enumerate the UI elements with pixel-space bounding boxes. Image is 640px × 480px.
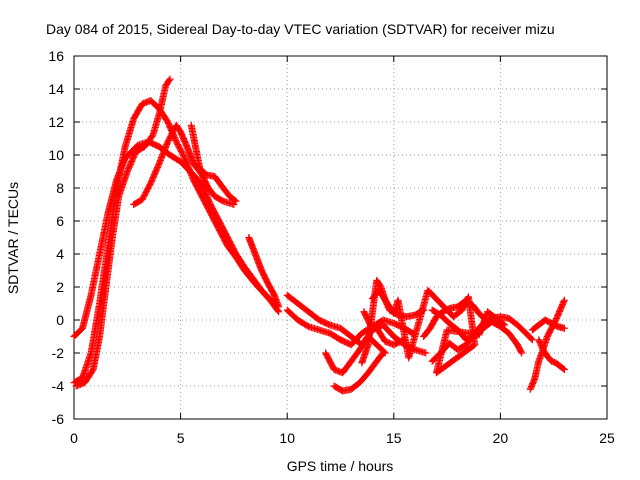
series-arc-5 [187, 121, 240, 205]
series-scattered [368, 286, 509, 377]
y-tick-label: -6 [52, 411, 65, 427]
data-point-plus [518, 349, 526, 357]
grid-lines [74, 56, 607, 419]
y-tick-label: 6 [56, 213, 64, 229]
x-tick-label: 20 [493, 430, 509, 446]
y-tick-label: -4 [52, 378, 65, 394]
data-point-plus [378, 350, 386, 358]
chart-title: Day 084 of 2015, Sidereal Day-to-day VTE… [46, 21, 555, 37]
data-point-plus [231, 196, 239, 204]
data-point-plus [560, 296, 568, 304]
data-point-plus [166, 75, 174, 83]
y-tick-label: 0 [56, 312, 64, 328]
data-point-plus [379, 349, 387, 357]
x-tick-labels: 0 5 10 15 20 25 [70, 430, 615, 446]
x-axis-label: GPS time / hours [287, 458, 394, 474]
series-arc-6 [245, 234, 283, 311]
plot-frame [73, 55, 608, 420]
data-point-plus [165, 76, 173, 84]
series-arc-16 [526, 296, 568, 393]
data-point-plus [528, 336, 536, 344]
data-point-plus [422, 349, 430, 357]
data-point-plus [560, 298, 568, 306]
y-tick-label: 8 [56, 180, 64, 196]
series-arc-12 [360, 308, 408, 349]
y-tick-label: 14 [48, 81, 64, 97]
y-tick-label: 2 [56, 279, 64, 295]
y-axis-label: SDTVAR / TECUs [5, 182, 21, 294]
y-tick-label: 12 [48, 114, 64, 130]
y-tick-label: 16 [48, 48, 64, 64]
y-tick-label: 10 [48, 147, 64, 163]
x-tick-label: 15 [386, 430, 402, 446]
data-point-plus [499, 320, 507, 328]
series-arc-17 [535, 336, 568, 373]
axis-ticks [73, 55, 608, 420]
data-points [70, 75, 568, 395]
x-tick-label: 25 [599, 430, 615, 446]
series-arc-3 [72, 75, 174, 390]
series-arc-18 [528, 316, 568, 334]
data-point-plus [517, 348, 525, 356]
y-tick-label: -2 [52, 345, 65, 361]
series-arc-10 [330, 349, 387, 395]
data-point-plus [559, 365, 567, 373]
x-tick-label: 10 [279, 430, 295, 446]
x-tick-label: 0 [70, 430, 78, 446]
data-point-plus [232, 197, 240, 205]
series-arc-14 [428, 306, 526, 357]
x-tick-label: 5 [177, 430, 185, 446]
y-tick-labels: -6 -4 -2 0 2 4 6 8 10 12 14 16 [48, 48, 64, 427]
data-point-plus [275, 303, 283, 311]
y-tick-label: 4 [56, 246, 64, 262]
data-point-plus [527, 335, 535, 343]
data-point-plus [501, 321, 509, 329]
data-point-plus [560, 366, 568, 373]
data-point-plus [560, 324, 568, 332]
